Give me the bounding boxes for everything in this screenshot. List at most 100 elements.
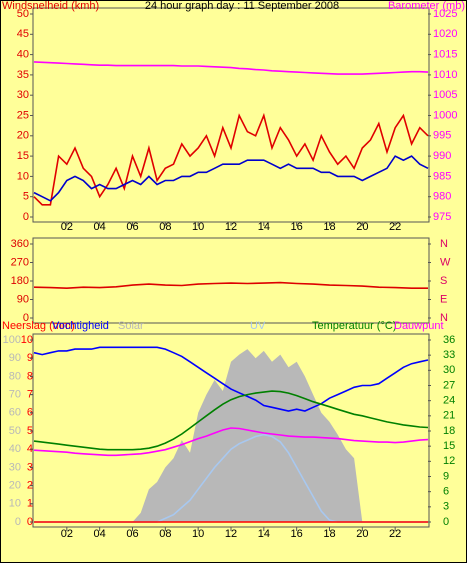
y-tick-label: 30 [9, 461, 21, 473]
y2-tick-label: N [440, 238, 448, 250]
x-tick-label: 14 [258, 528, 270, 540]
y-tick-label: 180 [11, 275, 29, 287]
line [33, 346, 429, 412]
x-tick-label: 06 [126, 528, 138, 540]
y2-tick-label: 0 [443, 516, 449, 528]
x-tick-label: 22 [389, 221, 401, 233]
y3-tick-label: 9 [27, 352, 33, 364]
y-tick-label: 40 [17, 49, 29, 61]
line [33, 281, 428, 290]
x-tick-label: 10 [192, 528, 204, 540]
y-tick-label: 5 [23, 191, 29, 203]
line [33, 61, 429, 75]
area [34, 349, 428, 522]
y2-tick-label: 1015 [433, 49, 457, 61]
y2-tick-label: N [440, 312, 448, 324]
y-tick-label: 90 [9, 352, 21, 364]
y-tick-label: 70 [9, 389, 21, 401]
y2-tick-label: 9 [443, 470, 449, 482]
line [33, 155, 429, 202]
line [33, 390, 429, 451]
y2-axis-label: Barometer (mb) [388, 0, 465, 12]
y-tick-label: 15 [17, 150, 29, 162]
y3-tick-label: 6 [27, 407, 33, 419]
y3-tick-label: 8 [27, 370, 33, 382]
y-tick-label: 40 [9, 443, 21, 455]
x-tick-label: 04 [94, 221, 106, 233]
legend-entry: UV [250, 320, 266, 332]
y-tick-label: 270 [11, 256, 29, 268]
y-tick-label: 0 [15, 516, 21, 528]
y-tick-label: 10 [9, 498, 21, 510]
legend-entry: Temperatuur (°C) [312, 320, 396, 332]
y2-tick-label: 1025 [433, 8, 457, 20]
y2-tick-label: E [440, 293, 447, 305]
y2-tick-label: W [440, 256, 451, 268]
plot-frame [32, 237, 430, 324]
x-tick-label: 16 [291, 528, 303, 540]
y-tick-label: 20 [17, 130, 29, 142]
y2-tick-label: 15 [443, 440, 455, 452]
y2-tick-label: 24 [443, 395, 455, 407]
y2-tick-label: 985 [433, 170, 451, 182]
y2-tick-label: 30 [443, 364, 455, 376]
y-tick-label: 0 [23, 312, 29, 324]
y-tick-label: 20 [9, 480, 21, 492]
legend-entry: Solar [118, 320, 144, 332]
x-tick-label: 04 [94, 528, 106, 540]
y2-tick-label: S [440, 275, 447, 287]
y-tick-label: 0 [23, 211, 29, 223]
x-tick-label: 12 [225, 221, 237, 233]
y-tick-label: 45 [17, 28, 29, 40]
line [33, 427, 429, 457]
legend-entry: Vochtigheid [52, 320, 109, 332]
y3-tick-label: 3 [27, 461, 33, 473]
y-tick-label: 80 [9, 370, 21, 382]
x-tick-label: 02 [61, 528, 73, 540]
x-tick-label: 08 [159, 528, 171, 540]
x-tick-label: 12 [225, 528, 237, 540]
y2-tick-label: 1020 [433, 28, 457, 40]
y3-tick-label: 7 [27, 389, 33, 401]
x-tick-label: 06 [126, 221, 138, 233]
x-tick-label: 20 [356, 528, 368, 540]
y2-tick-label: 995 [433, 130, 451, 142]
y2-tick-label: 3 [443, 501, 449, 513]
y2-tick-label: 990 [433, 150, 451, 162]
y-tick-label: 25 [17, 109, 29, 121]
line [33, 112, 429, 206]
y2-tick-label: 36 [443, 334, 455, 346]
y2-tick-label: 21 [443, 410, 455, 422]
y-tick-label: 360 [11, 238, 29, 250]
x-tick-label: 08 [159, 221, 171, 233]
x-tick-label: 18 [323, 221, 335, 233]
y3-tick-label: 10 [21, 334, 33, 346]
x-tick-label: 22 [389, 528, 401, 540]
y2-tick-label: 18 [443, 425, 455, 437]
y2-tick-label: 6 [443, 486, 449, 498]
y-tick-label: 10 [17, 170, 29, 182]
y3-tick-label: 2 [27, 480, 33, 492]
x-tick-label: 02 [61, 221, 73, 233]
x-tick-label: 20 [356, 221, 368, 233]
y3-tick-label: 4 [27, 443, 33, 455]
x-tick-label: 10 [192, 221, 204, 233]
legend-entry: Neerslag (mm) [2, 320, 75, 332]
y3-tick-label: 0 [27, 516, 33, 528]
y2-tick-label: 12 [443, 455, 455, 467]
x-tick-label: 14 [258, 221, 270, 233]
y2-tick-label: 27 [443, 379, 455, 391]
x-tick-label: 16 [291, 221, 303, 233]
chart-title: 24 hour graph day : 11 September 2008 [145, 0, 339, 12]
y2-tick-label: 1010 [433, 69, 457, 81]
x-tick-label: 18 [323, 528, 335, 540]
y2-tick-label: 975 [433, 211, 451, 223]
y2-tick-label: 980 [433, 191, 451, 203]
y-tick-label: 50 [17, 8, 29, 20]
plot-frame [32, 7, 430, 223]
legend-entry: Dauwpunt [394, 320, 444, 332]
y-tick-label: 90 [17, 293, 29, 305]
y2-tick-label: 1005 [433, 89, 457, 101]
